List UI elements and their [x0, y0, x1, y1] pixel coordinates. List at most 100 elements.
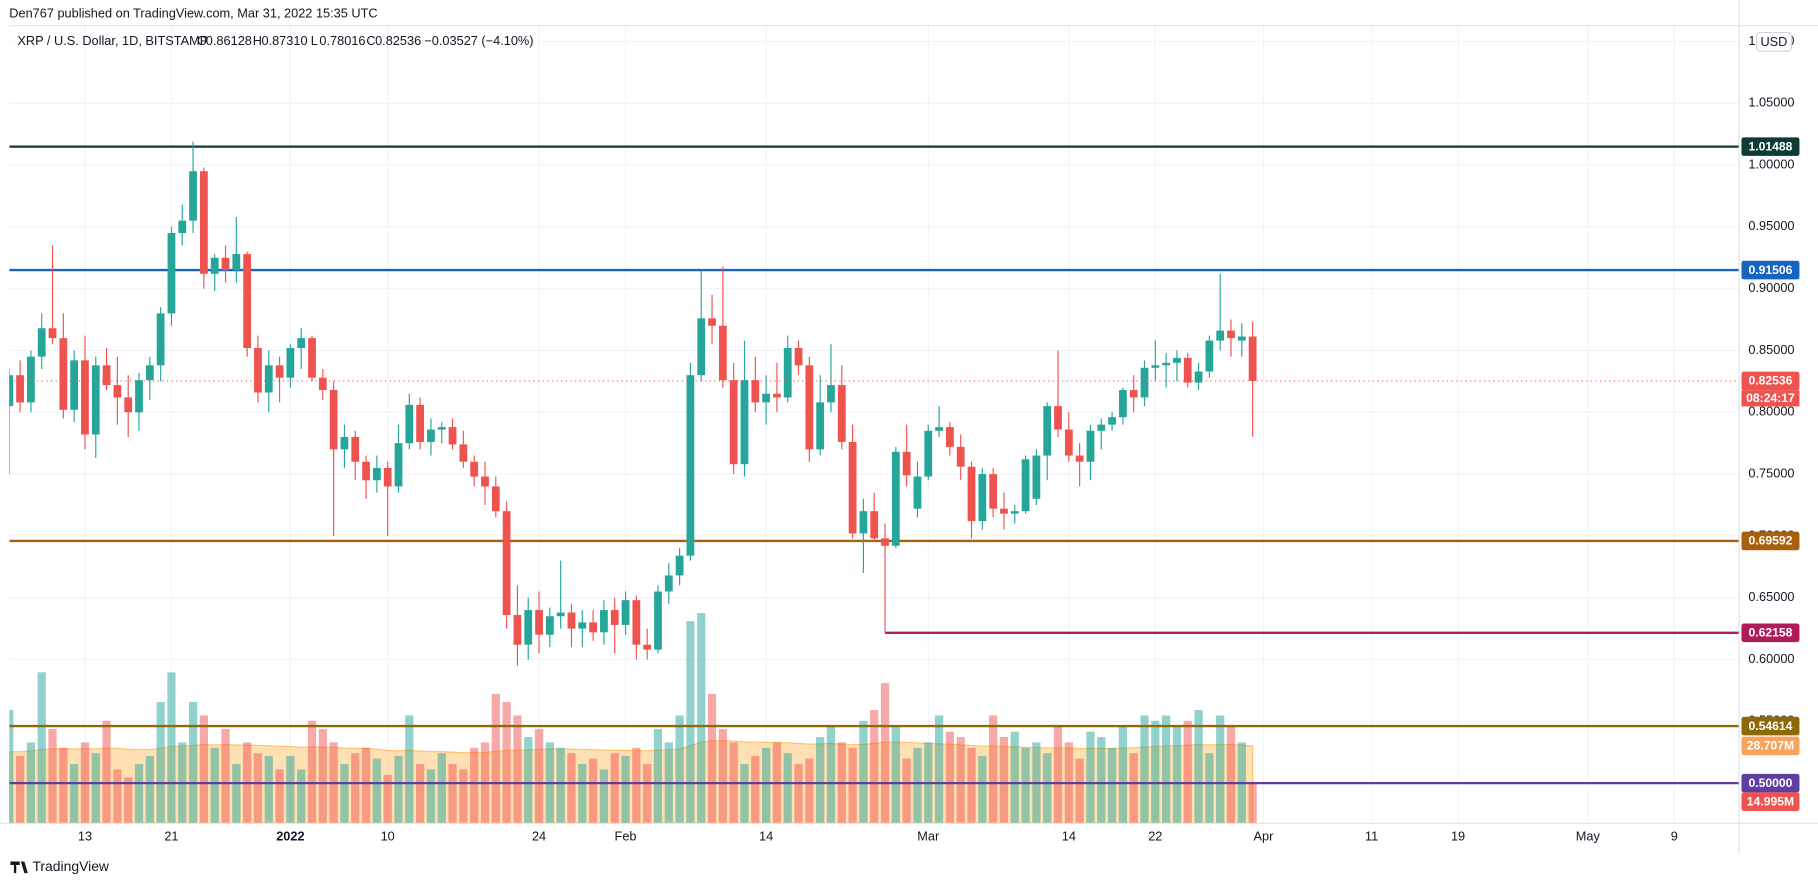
- currency[interactable]: USD: [1760, 34, 1787, 49]
- x-tick-label: 21: [164, 829, 178, 844]
- volume-bar: [156, 701, 165, 824]
- candle-body: [881, 538, 889, 546]
- volume-bar: [1021, 747, 1030, 824]
- volume-bar: [740, 763, 749, 824]
- volume-bar: [848, 747, 857, 824]
- y-tick-label: 0.75000: [1748, 465, 1794, 480]
- volume-bar: [37, 672, 46, 824]
- candle-body: [1173, 357, 1181, 363]
- volume-bar: [91, 753, 100, 824]
- volume-bar: [134, 763, 144, 824]
- x-tick-label: 22: [1148, 829, 1162, 844]
- level-tag-bg: [1741, 531, 1800, 551]
- candle-body: [1108, 417, 1116, 425]
- volume-bar: [1183, 720, 1192, 824]
- candle-body: [1000, 508, 1008, 514]
- volume-bar: [491, 693, 500, 824]
- volume-bar: [372, 758, 381, 824]
- candle-body: [102, 365, 111, 386]
- candle-body: [297, 338, 306, 348]
- volume-bar: [913, 747, 922, 824]
- volume-bar: [1140, 715, 1149, 824]
- volume-bar: [589, 758, 598, 824]
- candle-body: [891, 451, 900, 546]
- candle-body: [481, 476, 489, 487]
- volume-bar: [221, 728, 230, 824]
- candle-body: [1216, 330, 1225, 341]
- volume-bar: [513, 715, 522, 824]
- candle-body: [708, 318, 716, 326]
- volume-bar: [621, 755, 630, 824]
- candle-body: [1054, 406, 1062, 430]
- level-tag: 0.54614: [1748, 719, 1792, 733]
- volume-bar: [783, 753, 792, 824]
- candle-body: [1162, 362, 1171, 366]
- candle-body: [275, 365, 284, 378]
- candle-body: [351, 436, 360, 462]
- volume-bar: [978, 755, 987, 824]
- candle-body: [113, 385, 122, 398]
- legend-value: 0.86128: [206, 33, 252, 48]
- volume-bar: [599, 769, 609, 824]
- candle-body: [199, 171, 208, 274]
- candle-body: [167, 233, 176, 314]
- candle-body: [859, 511, 868, 534]
- volume-bar: [297, 769, 306, 824]
- volume-bar: [1162, 715, 1171, 824]
- legend-change: −0.03527 (−4.10%): [424, 33, 533, 48]
- candle-body: [1118, 390, 1127, 418]
- candle-body: [405, 404, 414, 444]
- candle-body: [600, 610, 608, 633]
- candle-body: [567, 612, 576, 629]
- candle-body: [589, 622, 598, 633]
- candle-body: [967, 466, 976, 522]
- volume-bar: [1226, 726, 1236, 824]
- volume-bar: [59, 747, 68, 824]
- level-tag: 0.50000: [1748, 776, 1792, 790]
- candle-body: [91, 365, 100, 435]
- x-tick-label: 24: [532, 829, 546, 844]
- countdown-bg: [1741, 390, 1800, 407]
- candle-body: [816, 402, 825, 450]
- candle-body: [48, 328, 57, 339]
- candle-body: [124, 397, 133, 413]
- x-tick-label: 14: [1062, 829, 1076, 844]
- candle-body: [1194, 371, 1203, 383]
- candle-body: [1075, 455, 1084, 462]
- volume-bar: [1053, 726, 1063, 824]
- level-tag-bg: [1741, 716, 1800, 736]
- candle-body: [913, 476, 922, 509]
- x-tick-label: 10: [381, 829, 395, 844]
- x-tick-label: 11: [1365, 829, 1378, 844]
- volume-bar: [383, 774, 392, 824]
- candle-body: [286, 347, 295, 378]
- candle-body: [1021, 459, 1030, 512]
- candle-body: [837, 385, 846, 442]
- volume-bar: [794, 763, 803, 824]
- candle-body: [427, 429, 435, 442]
- candle-body: [70, 360, 79, 410]
- volume-bar: [686, 621, 695, 824]
- candle-body: [956, 446, 965, 467]
- candle-body: [156, 313, 165, 366]
- candle-body: [1237, 336, 1246, 341]
- volume-bar: [524, 737, 533, 824]
- level-tag: 1.01488: [1748, 139, 1792, 153]
- y-tick-label: 0.95000: [1748, 218, 1794, 233]
- volume-bar: [1097, 737, 1106, 824]
- candle-body: [632, 600, 641, 645]
- volume-bar: [275, 769, 284, 824]
- volume-bar: [697, 613, 706, 824]
- volume-bar: [1075, 758, 1084, 824]
- volume-bar: [340, 763, 349, 824]
- volume-bar: [1151, 720, 1160, 824]
- candle-body: [621, 600, 630, 625]
- x-tick-label: Apr: [1254, 829, 1275, 844]
- y-tick-label: 0.80000: [1748, 404, 1794, 419]
- legend-field: H: [253, 33, 262, 48]
- candle-body: [946, 427, 954, 447]
- volume-bar: [124, 777, 133, 824]
- volume-bar: [1043, 753, 1052, 824]
- y-tick-label: 1.00000: [1748, 156, 1794, 171]
